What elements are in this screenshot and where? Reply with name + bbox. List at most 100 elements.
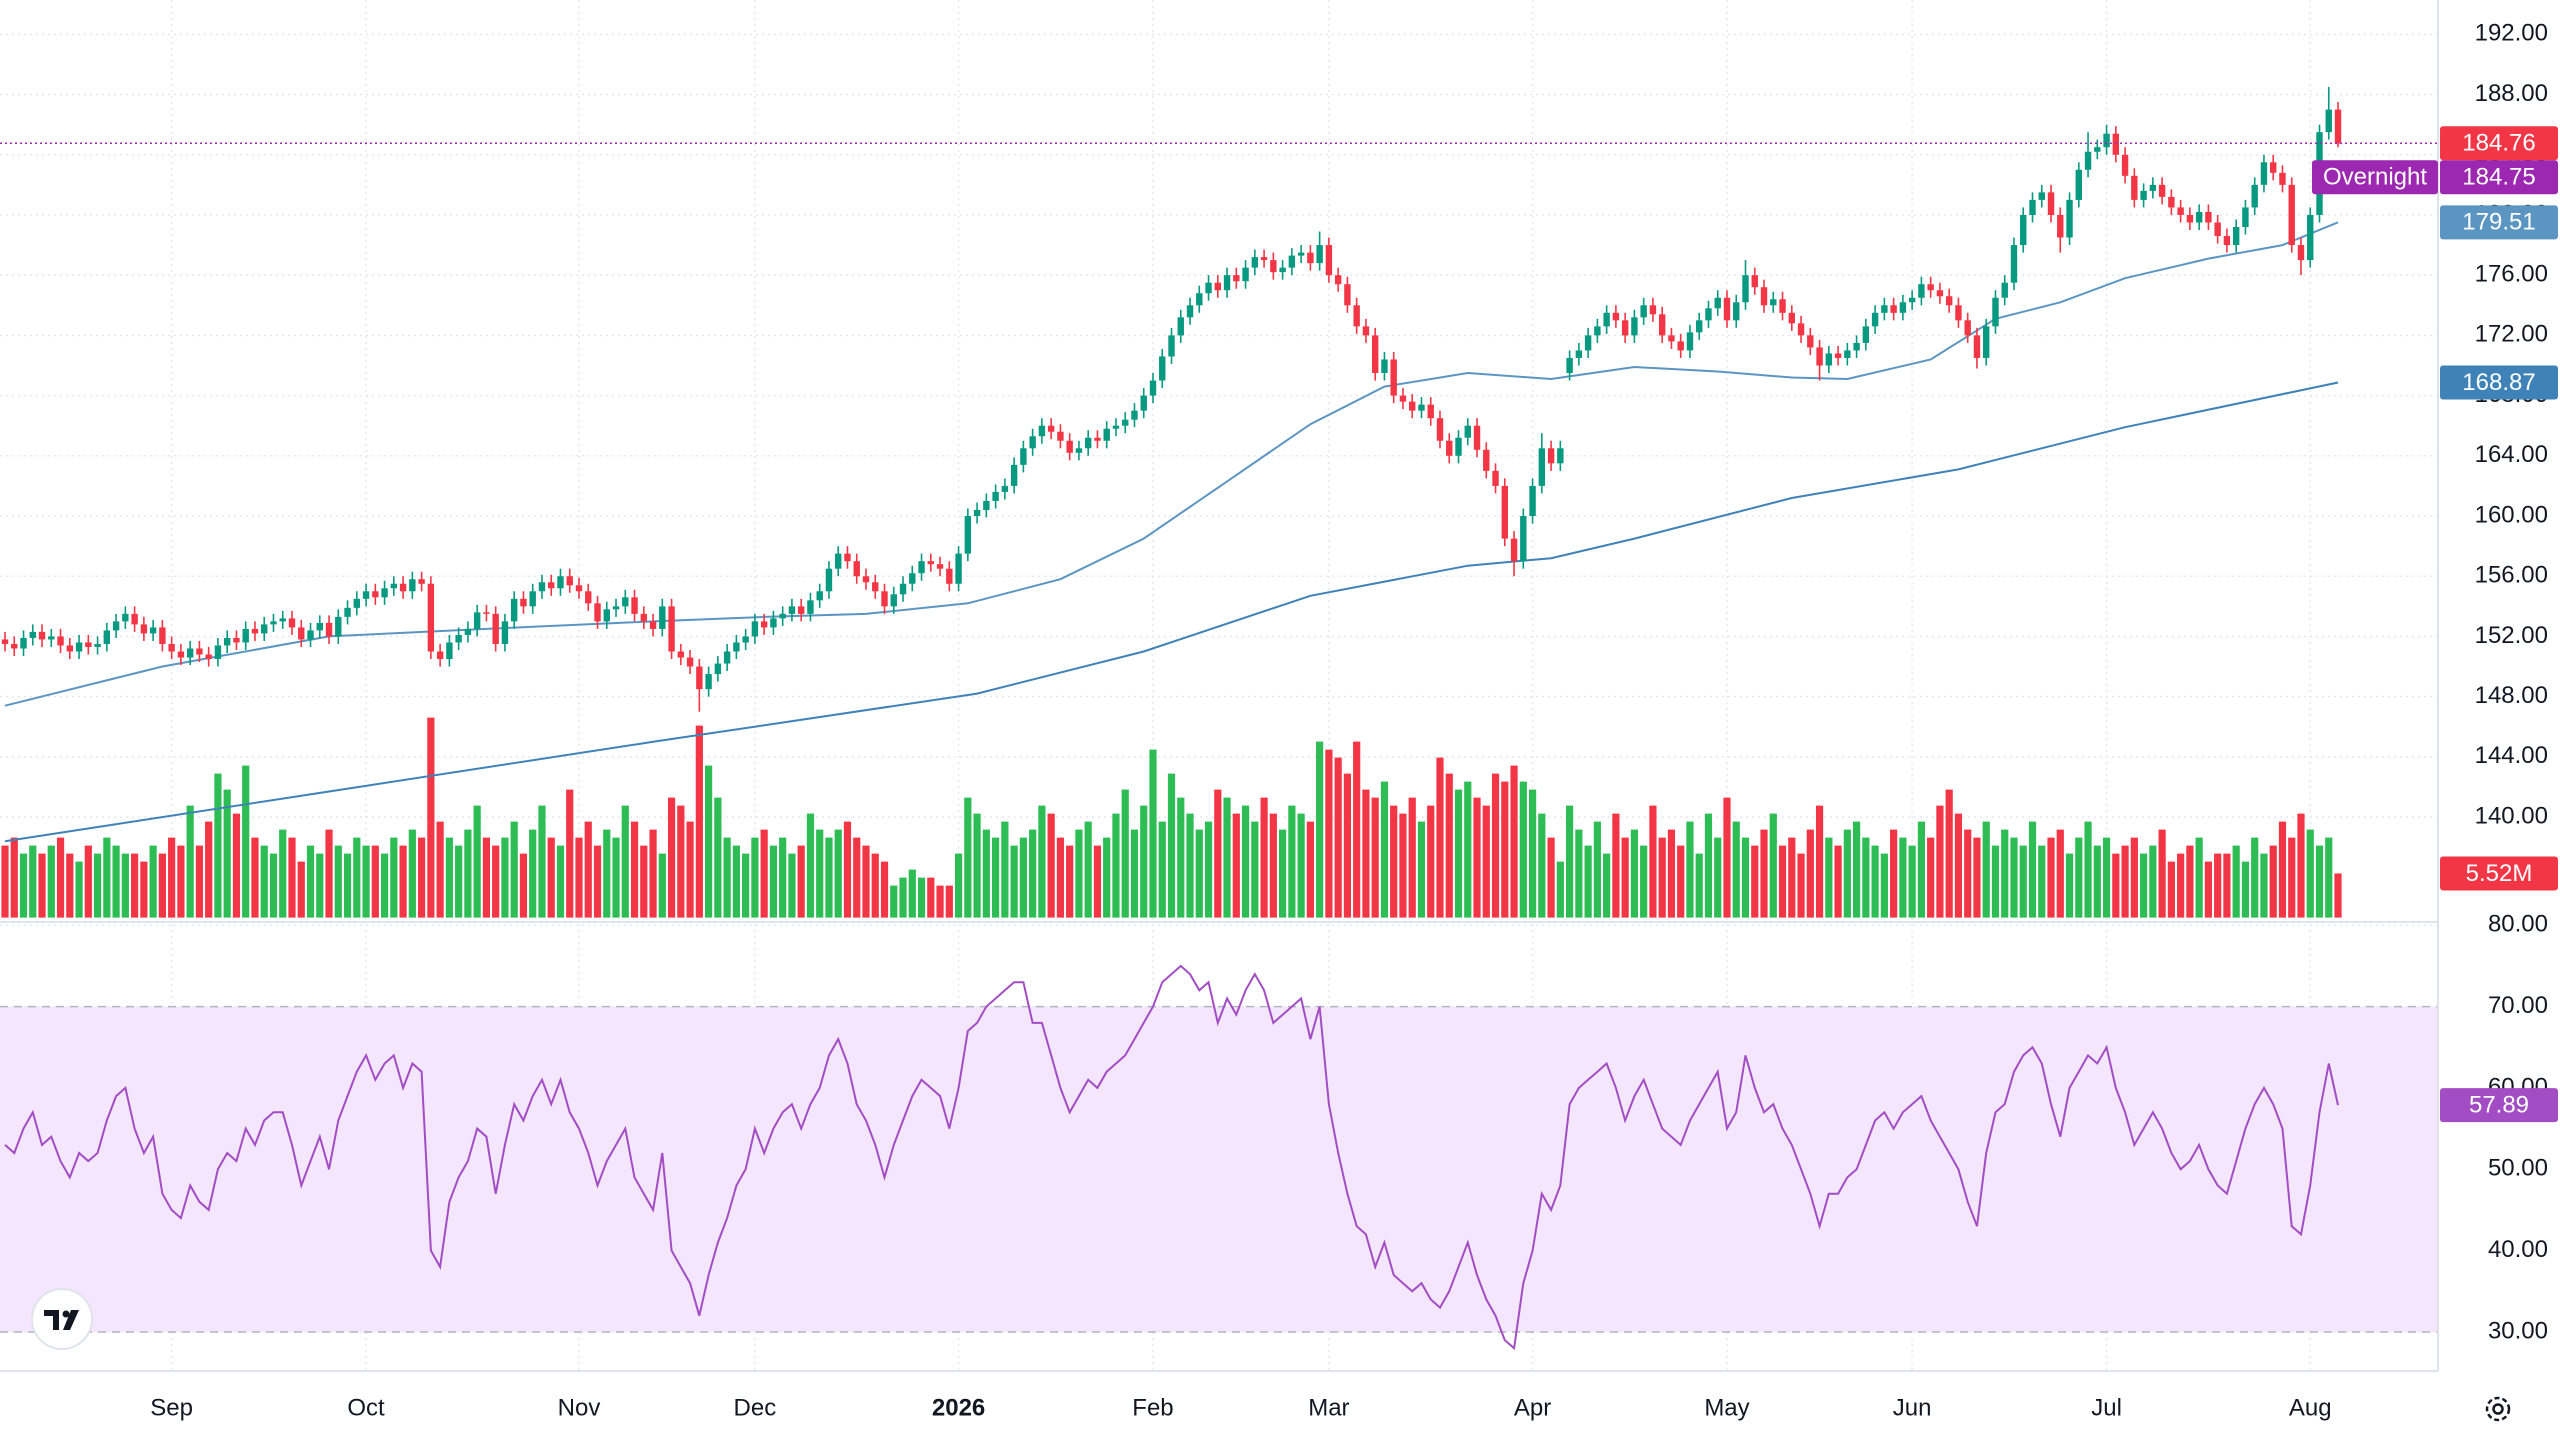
candle-body <box>1223 275 1231 291</box>
volume-bar <box>2010 837 2018 918</box>
volume-bar <box>436 821 444 918</box>
volume-bar <box>640 845 648 918</box>
volume-bar <box>362 845 370 918</box>
volume-bar <box>2149 845 2157 918</box>
candle-body <box>557 576 564 589</box>
volume-bar <box>279 829 287 918</box>
volume-bar <box>1899 837 1907 918</box>
volume-bar <box>1362 789 1370 918</box>
candle-body <box>1807 335 1814 348</box>
volume-bar <box>482 837 491 918</box>
candle-body <box>1297 252 1305 256</box>
candle-body <box>20 637 27 649</box>
volume-bar <box>1760 829 1768 918</box>
candle-body <box>612 606 620 610</box>
candle-body <box>1464 425 1471 438</box>
candle-body <box>1260 257 1268 261</box>
rsi-tick-label: 80.00 <box>2488 911 2548 938</box>
volume-bar <box>1464 781 1472 918</box>
volume-bar <box>1815 805 1824 918</box>
volume-bar <box>121 853 129 918</box>
volume-bar <box>1871 845 1879 918</box>
candle-body <box>1631 317 1638 336</box>
rsi-tick-label: 50.00 <box>2488 1155 2548 1182</box>
candle-body <box>2131 175 2138 200</box>
candle-body <box>131 613 138 625</box>
volume-bar <box>982 829 990 918</box>
candle-body <box>1159 356 1166 381</box>
candle-body <box>1936 290 1944 297</box>
candle-body <box>103 630 111 644</box>
volume-bar <box>269 853 278 918</box>
volume-bar <box>1890 829 1898 918</box>
candle-body <box>1603 312 1610 327</box>
volume-bar <box>1103 837 1111 918</box>
candle-body <box>1186 305 1194 318</box>
volume-bar <box>75 861 83 918</box>
logo[interactable] <box>31 1288 93 1350</box>
candle-body <box>1955 305 1962 321</box>
volume-bar <box>2223 853 2231 918</box>
candle-body <box>1686 332 1694 351</box>
candle-body <box>1122 419 1129 426</box>
candle-body <box>1334 275 1342 285</box>
candle-body <box>853 561 860 577</box>
candle-body <box>1288 255 1296 268</box>
y-tick-label: 148.00 <box>2475 682 2548 709</box>
volume-bar <box>1445 773 1453 918</box>
candle-body <box>85 642 92 647</box>
candle-body <box>1908 297 1916 303</box>
volume-bar <box>871 853 879 918</box>
volume-bar <box>1510 765 1518 918</box>
candle-body <box>1353 305 1360 327</box>
candle-body <box>1325 245 1333 276</box>
y-tick-label: 152.00 <box>2475 622 2548 649</box>
volume-bar <box>2214 853 2222 918</box>
volume-bar <box>2297 813 2305 918</box>
candle-body <box>603 609 610 622</box>
volume-bar <box>1519 781 1527 918</box>
volume-bar <box>1686 821 1694 918</box>
volume-bar <box>2325 837 2333 918</box>
candle-body <box>566 576 573 586</box>
candle-body <box>2103 133 2110 148</box>
volume-bar <box>1630 829 1639 918</box>
rsi-layer <box>4 964 2339 1351</box>
x-tick-label: 2026 <box>932 1394 985 1421</box>
candle-body <box>2112 133 2120 155</box>
volume-bar <box>1343 773 1352 918</box>
candle-body <box>1501 485 1508 539</box>
volume-bar <box>1566 805 1574 918</box>
settings-icon[interactable] <box>2485 1396 2511 1422</box>
candle-body <box>233 637 240 643</box>
candle-body <box>1547 448 1555 464</box>
volume-layer <box>1 717 2342 918</box>
volume-bar <box>695 725 703 918</box>
volume-bar <box>1436 757 1444 918</box>
volume-bar <box>2260 853 2268 918</box>
volume-bar <box>705 765 713 918</box>
volume-bar <box>390 837 398 918</box>
candle-body <box>399 583 407 592</box>
candle-body <box>418 579 425 584</box>
logo-glyph <box>44 1310 59 1330</box>
candle-body <box>1251 257 1259 268</box>
candle-body <box>918 561 925 574</box>
candle-body <box>585 591 592 604</box>
candle-body <box>1520 516 1527 562</box>
rsi-tick-label: 30.00 <box>2488 1317 2548 1344</box>
candle-body <box>2057 214 2064 238</box>
candle-body <box>594 603 601 622</box>
candle-body <box>2121 154 2129 176</box>
volume-bar <box>2251 837 2259 918</box>
candle-body <box>770 618 777 628</box>
candle-body <box>362 591 370 599</box>
volume-bar <box>2232 845 2240 918</box>
volume-bar <box>1973 837 1981 918</box>
candle-body <box>705 674 712 690</box>
candle-body <box>2047 192 2055 215</box>
volume-bar <box>1232 813 1240 918</box>
volume-bar <box>1158 821 1166 918</box>
candle-body <box>140 624 148 634</box>
